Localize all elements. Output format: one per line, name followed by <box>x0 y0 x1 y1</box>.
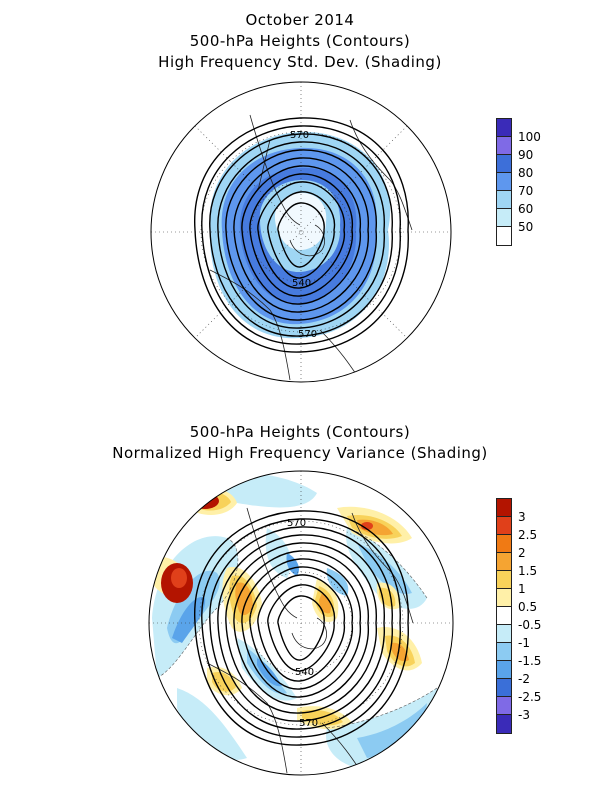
top-colorbar-swatch-90 <box>496 136 512 155</box>
top-colorbar-swatch-70 <box>496 172 512 191</box>
top-title-shading: High Frequency Std. Dev. (Shading) <box>158 53 442 71</box>
bottom-colorbar-label: 0.5 <box>518 600 538 614</box>
bottom-colorbar-swatch <box>496 606 512 625</box>
bottom-colorbar-label: 1.5 <box>518 564 538 578</box>
bottom-colorbar-swatch <box>496 516 512 535</box>
bottom-contour-label-570-south: 570 <box>299 718 318 729</box>
bottom-colorbar-swatch <box>496 570 512 589</box>
bottom-colorbar-label: -2.5 <box>518 690 542 704</box>
top-colorbar-label: 100 <box>518 130 541 144</box>
bottom-colorbar-label: -3 <box>518 708 530 722</box>
top-colorbar-label: 60 <box>518 202 534 216</box>
top-polar-map: 570 540 570 <box>150 81 452 383</box>
bottom-colorbar-swatch <box>496 714 512 734</box>
top-contour-label-570-south: 570 <box>298 329 317 340</box>
top-colorbar-swatch-min <box>496 226 512 246</box>
bottom-colorbar-swatch <box>496 678 512 697</box>
bottom-title-shading: Normalized High Frequency Variance (Shad… <box>112 444 488 462</box>
top-title-contours: 500-hPa Heights (Contours) <box>189 32 411 50</box>
bottom-colorbar-label: -1.5 <box>518 654 542 668</box>
bottom-colorbar-swatch <box>496 498 512 517</box>
top-colorbar-swatch-60 <box>496 190 512 209</box>
top-title-date: October 2014 <box>245 11 355 29</box>
bottom-colorbar-swatch <box>496 642 512 661</box>
top-colorbar-label: 80 <box>518 166 534 180</box>
bottom-polar-map: 570 540 570 <box>148 470 454 776</box>
bottom-title-contours: 500-hPa Heights (Contours) <box>189 423 411 441</box>
bottom-colorbar-swatch <box>496 624 512 643</box>
bottom-colorbar: 3 2.5 2 1.5 1 0.5 -0.5 -1 -1.5 -2 -2.5 -… <box>496 498 576 743</box>
bottom-contour-label-540: 540 <box>295 667 314 678</box>
top-colorbar-label: 90 <box>518 148 534 162</box>
bottom-colorbar-swatch <box>496 660 512 679</box>
bottom-colorbar-swatch <box>496 534 512 553</box>
top-contour-label-570-north: 570 <box>290 130 309 141</box>
bottom-contour-label-570-north: 570 <box>287 518 306 529</box>
bottom-colorbar-label: 3 <box>518 510 526 524</box>
bottom-colorbar-swatch <box>496 696 512 715</box>
bottom-colorbar-label: 1 <box>518 582 526 596</box>
top-colorbar-swatch-50 <box>496 208 512 227</box>
bottom-colorbar-label: -2 <box>518 672 530 686</box>
bottom-colorbar-label: -1 <box>518 636 530 650</box>
bottom-colorbar-label: -0.5 <box>518 618 542 632</box>
top-colorbar-swatch-80 <box>496 154 512 173</box>
bottom-colorbar-swatch <box>496 552 512 571</box>
top-colorbar-label: 70 <box>518 184 534 198</box>
top-colorbar-swatch-100 <box>496 118 512 137</box>
top-colorbar: 100 90 80 70 60 50 <box>496 118 576 248</box>
bottom-colorbar-label: 2.5 <box>518 528 538 542</box>
bottom-colorbar-swatch <box>496 588 512 607</box>
bottom-colorbar-label: 2 <box>518 546 526 560</box>
top-colorbar-label: 50 <box>518 220 534 234</box>
top-contour-label-540: 540 <box>292 278 311 289</box>
